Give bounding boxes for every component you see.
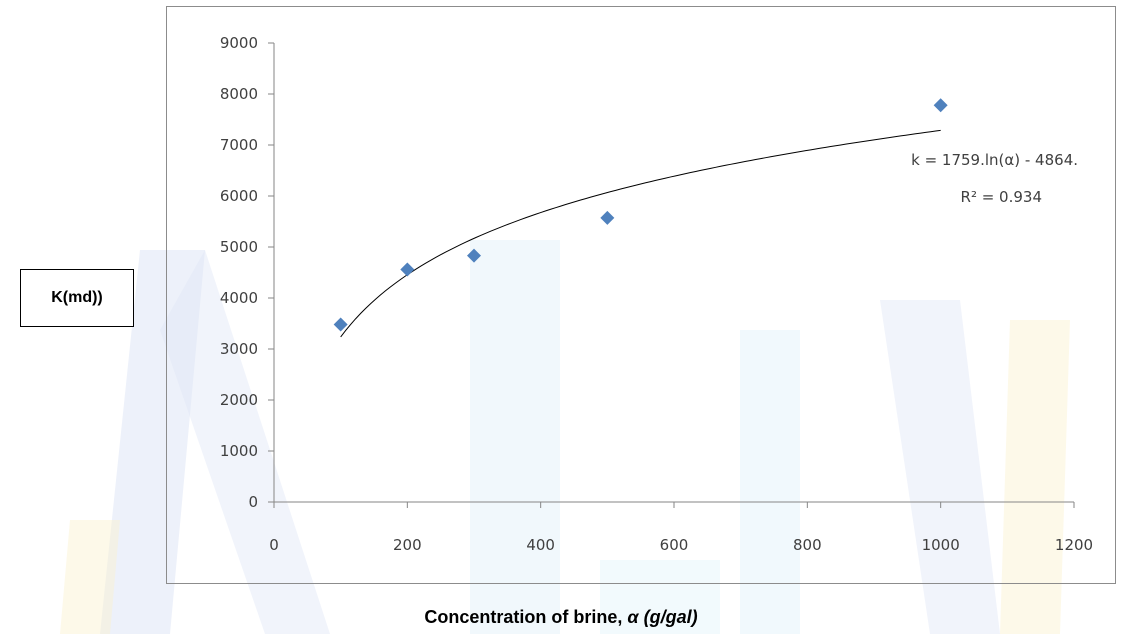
data-point-marker bbox=[600, 210, 615, 225]
y-tick-label: 3000 bbox=[220, 340, 258, 358]
y-tick-label: 7000 bbox=[220, 136, 258, 154]
data-point-marker bbox=[467, 248, 481, 263]
trendline-r2: R² = 0.934 bbox=[961, 188, 1042, 206]
y-tick-label: 5000 bbox=[220, 238, 258, 256]
trendline-equation: k = 1759.ln(α) - 4864. bbox=[911, 151, 1078, 169]
y-tick-label: 1000 bbox=[220, 442, 258, 460]
chart-area bbox=[166, 6, 1116, 584]
x-tick-label: 0 bbox=[269, 536, 279, 554]
data-point-marker bbox=[933, 98, 948, 113]
x-tick-label: 1000 bbox=[922, 536, 960, 554]
data-point-marker bbox=[400, 262, 415, 277]
x-axis-label-text: Concentration of brine, bbox=[424, 607, 628, 627]
y-tick-label: 4000 bbox=[220, 289, 258, 307]
y-axis-label-text: K(md)) bbox=[51, 289, 103, 306]
x-tick-label: 800 bbox=[793, 536, 822, 554]
y-tick-label: 2000 bbox=[220, 391, 258, 409]
y-tick-label: 9000 bbox=[220, 34, 258, 52]
logarithmic-trendline bbox=[340, 129, 941, 338]
x-tick-label: 1200 bbox=[1055, 536, 1093, 554]
x-tick-label: 400 bbox=[526, 536, 555, 554]
x-axis-label-symbol: α (g/gal) bbox=[627, 607, 698, 627]
x-axis-ticks: 0 200 400 600 800 1000 1200 bbox=[269, 502, 1093, 554]
x-tick-label: 200 bbox=[393, 536, 422, 554]
data-point-marker bbox=[333, 317, 348, 332]
y-axis-label: K(md)) bbox=[20, 269, 134, 327]
y-tick-label: 6000 bbox=[220, 187, 258, 205]
y-tick-label: 0 bbox=[248, 493, 258, 511]
x-axis-label: Concentration of brine, α (g/gal) bbox=[0, 607, 1122, 628]
y-tick-label: 8000 bbox=[220, 85, 258, 103]
x-tick-label: 600 bbox=[660, 536, 689, 554]
y-axis-ticks: 0 1000 2000 3000 4000 5000 6000 7000 8000 9000 bbox=[220, 34, 274, 511]
data-points bbox=[333, 98, 948, 332]
